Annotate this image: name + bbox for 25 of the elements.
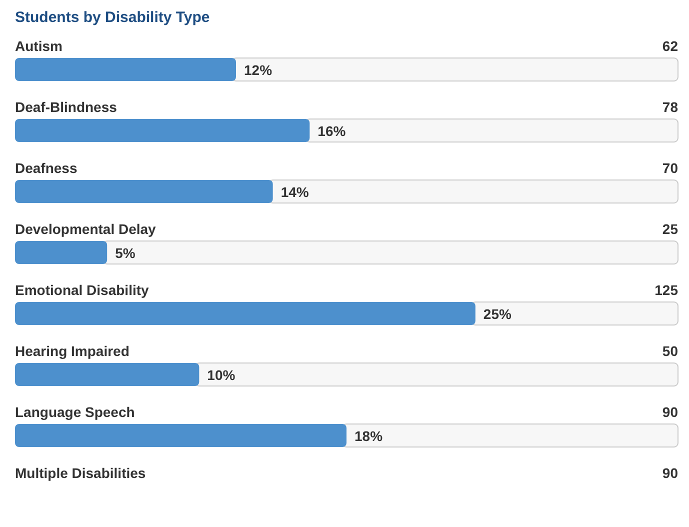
annotation: 25 (662, 221, 678, 237)
data-label: 10% (207, 367, 236, 383)
data-label: 18% (354, 428, 384, 444)
y-tick-label: Developmental Delay (15, 221, 156, 237)
y-tick-label: Deafness (15, 160, 78, 176)
annotation: 70 (662, 160, 678, 176)
data-label: 5% (115, 245, 136, 261)
data-label: 14% (280, 184, 310, 200)
y-tick-label: Autism (15, 38, 62, 54)
data-label: 12% (244, 62, 273, 78)
y-tick-label: Hearing Impaired (15, 343, 130, 359)
annotation: 50 (662, 343, 678, 359)
data-label: 25% (483, 306, 512, 322)
y-tick-label: Emotional Disability (15, 282, 150, 298)
annotation: 90 (662, 404, 678, 420)
annotation: 90 (662, 465, 678, 481)
annotation: 78 (662, 99, 678, 115)
y-tick-label: Language Speech (15, 404, 135, 420)
data-label: 16% (318, 123, 346, 139)
y-tick-label: Multiple Disabilities (15, 465, 146, 481)
y-tick-label: Deaf-Blindness (15, 99, 118, 115)
bar (15, 241, 108, 264)
annotation: 125 (654, 282, 678, 298)
annotation: 62 (662, 38, 678, 54)
chart-title: Students by Disability Type (15, 9, 210, 26)
